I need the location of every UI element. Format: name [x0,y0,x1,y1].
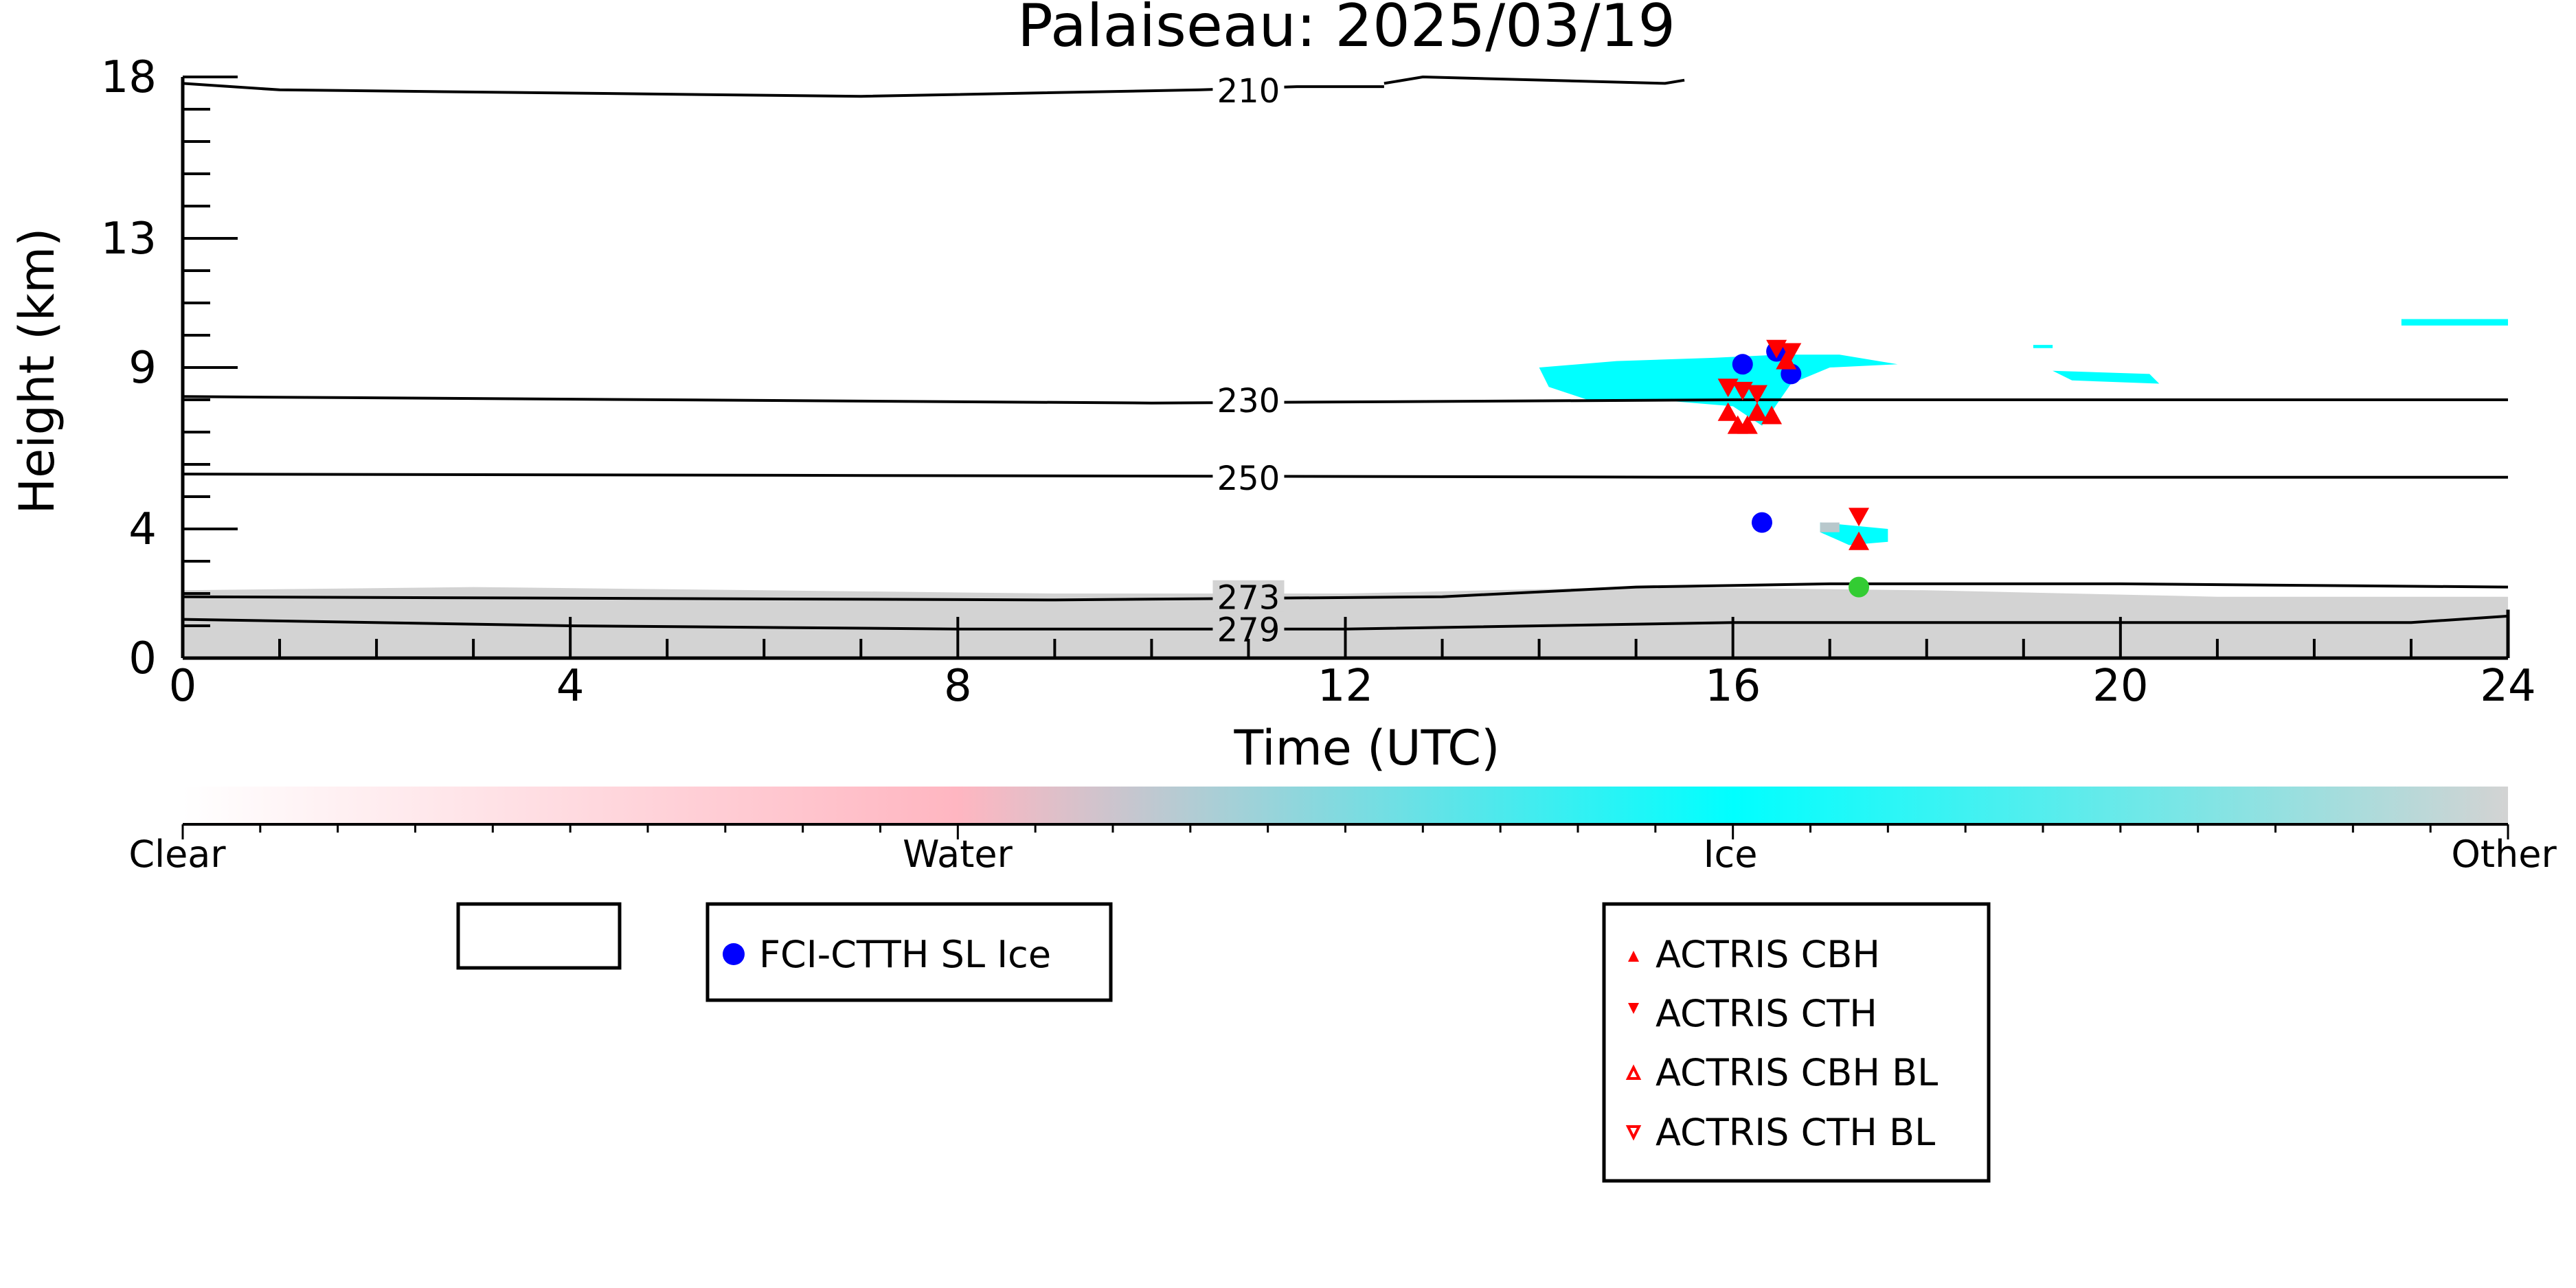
marker-actris-cth [1849,508,1870,527]
legend-cth-label: ACTRIS CTH [1656,992,1877,1035]
marker-actris-cbh [1761,405,1783,425]
marker-fci-ctth-sl-ice [1732,354,1753,375]
contour-label-210: 210 [1217,72,1280,111]
x-tick-label: 24 [2480,661,2535,712]
contour-label-273: 273 [1217,579,1280,618]
contour-line-210 [182,82,1384,98]
legend-fci-label: FCI-CTTH SL Ice [759,933,1051,976]
y-axis-label: Height (km) [9,228,65,515]
marker-actris-cth [1746,385,1767,404]
legend-cbh-bl-marker [1625,1064,1642,1080]
cloud-region-ice [2053,370,2160,384]
legend-cth-bl-marker [1625,1125,1642,1141]
contour-line-230 [182,395,2508,405]
cloud-region-ice [2401,319,2508,326]
legend-empty-box [456,902,622,970]
contour-line-250 [182,473,2508,479]
contour-line-279 [182,614,2509,631]
contour-label-250: 250 [1217,460,1280,498]
contour-label-bg [1212,580,1285,612]
contour-label-bg [1212,73,1285,105]
y-tick-label: 18 [101,52,157,103]
legend-cbh-label: ACTRIS CBH [1656,933,1880,976]
y-tick-label: 9 [128,343,157,394]
cloud-regions [183,319,2508,658]
contour-label-bg [1212,460,1285,493]
legend-fci-marker [723,943,745,965]
legend-cbh-marker [1628,951,1639,962]
legend-fci: FCI-CTTH SL Ice [705,902,1113,1002]
colorbar: Clear Water Ice Other [128,787,2557,876]
marker-actris-cbh [1737,415,1758,434]
marker-actris-cbh [1776,350,1797,370]
colorbar-ticks [181,824,2509,839]
cloud-region-ice [2033,345,2053,348]
data-markers [1717,339,1870,598]
legend-cth-marker [1628,1003,1639,1014]
legend-actris: ACTRIS CBH ACTRIS CTH ACTRIS CBH BL ACTR… [1602,902,1991,1183]
x-tick-label: 20 [2092,661,2148,712]
x-tick-label: 12 [1318,661,1373,712]
chart-title: Palaiseau: 2025/03/19 [1017,0,1675,60]
marker-actris-cbh [1717,402,1739,421]
marker-actris-cbh [1746,402,1767,421]
contour-label-230: 230 [1217,382,1280,420]
x-tick-label: 0 [169,661,197,712]
x-tick-label: 16 [1705,661,1761,712]
cloud-region-ice [1539,354,1898,426]
legend-cbh-bl-label: ACTRIS CBH BL [1656,1051,1938,1094]
y-tick-label: 0 [128,633,157,684]
contour-label-bg [1212,383,1285,415]
axes: 0 4 8 12 16 20 24 0 4 9 13 18 [101,52,2536,712]
x-axis-label: Time (UTC) [1234,720,1500,776]
colorbar-label-water: Water [903,833,1013,876]
colorbar-gradient [183,787,2508,824]
marker-series-5 [1849,576,1870,598]
marker-fci-ctth-sl-ice [1751,512,1772,533]
colorbar-label-ice: Ice [1704,833,1758,876]
legend-cth-bl-label: ACTRIS CTH BL [1656,1111,1935,1154]
colorbar-label-other: Other [2451,833,2557,876]
y-tick-label: 4 [128,504,157,555]
cloud-region-other [1820,522,1840,532]
contour-line-273 [182,582,2509,602]
contour-line-210 [1383,75,1685,85]
marker-actris-cbh [1849,531,1870,550]
x-tick-label: 8 [944,661,972,712]
x-tick-label: 4 [556,661,585,712]
y-tick-label: 13 [101,214,157,264]
marker-actris-cth [1781,343,1802,362]
colorbar-label-clear: Clear [128,833,226,876]
